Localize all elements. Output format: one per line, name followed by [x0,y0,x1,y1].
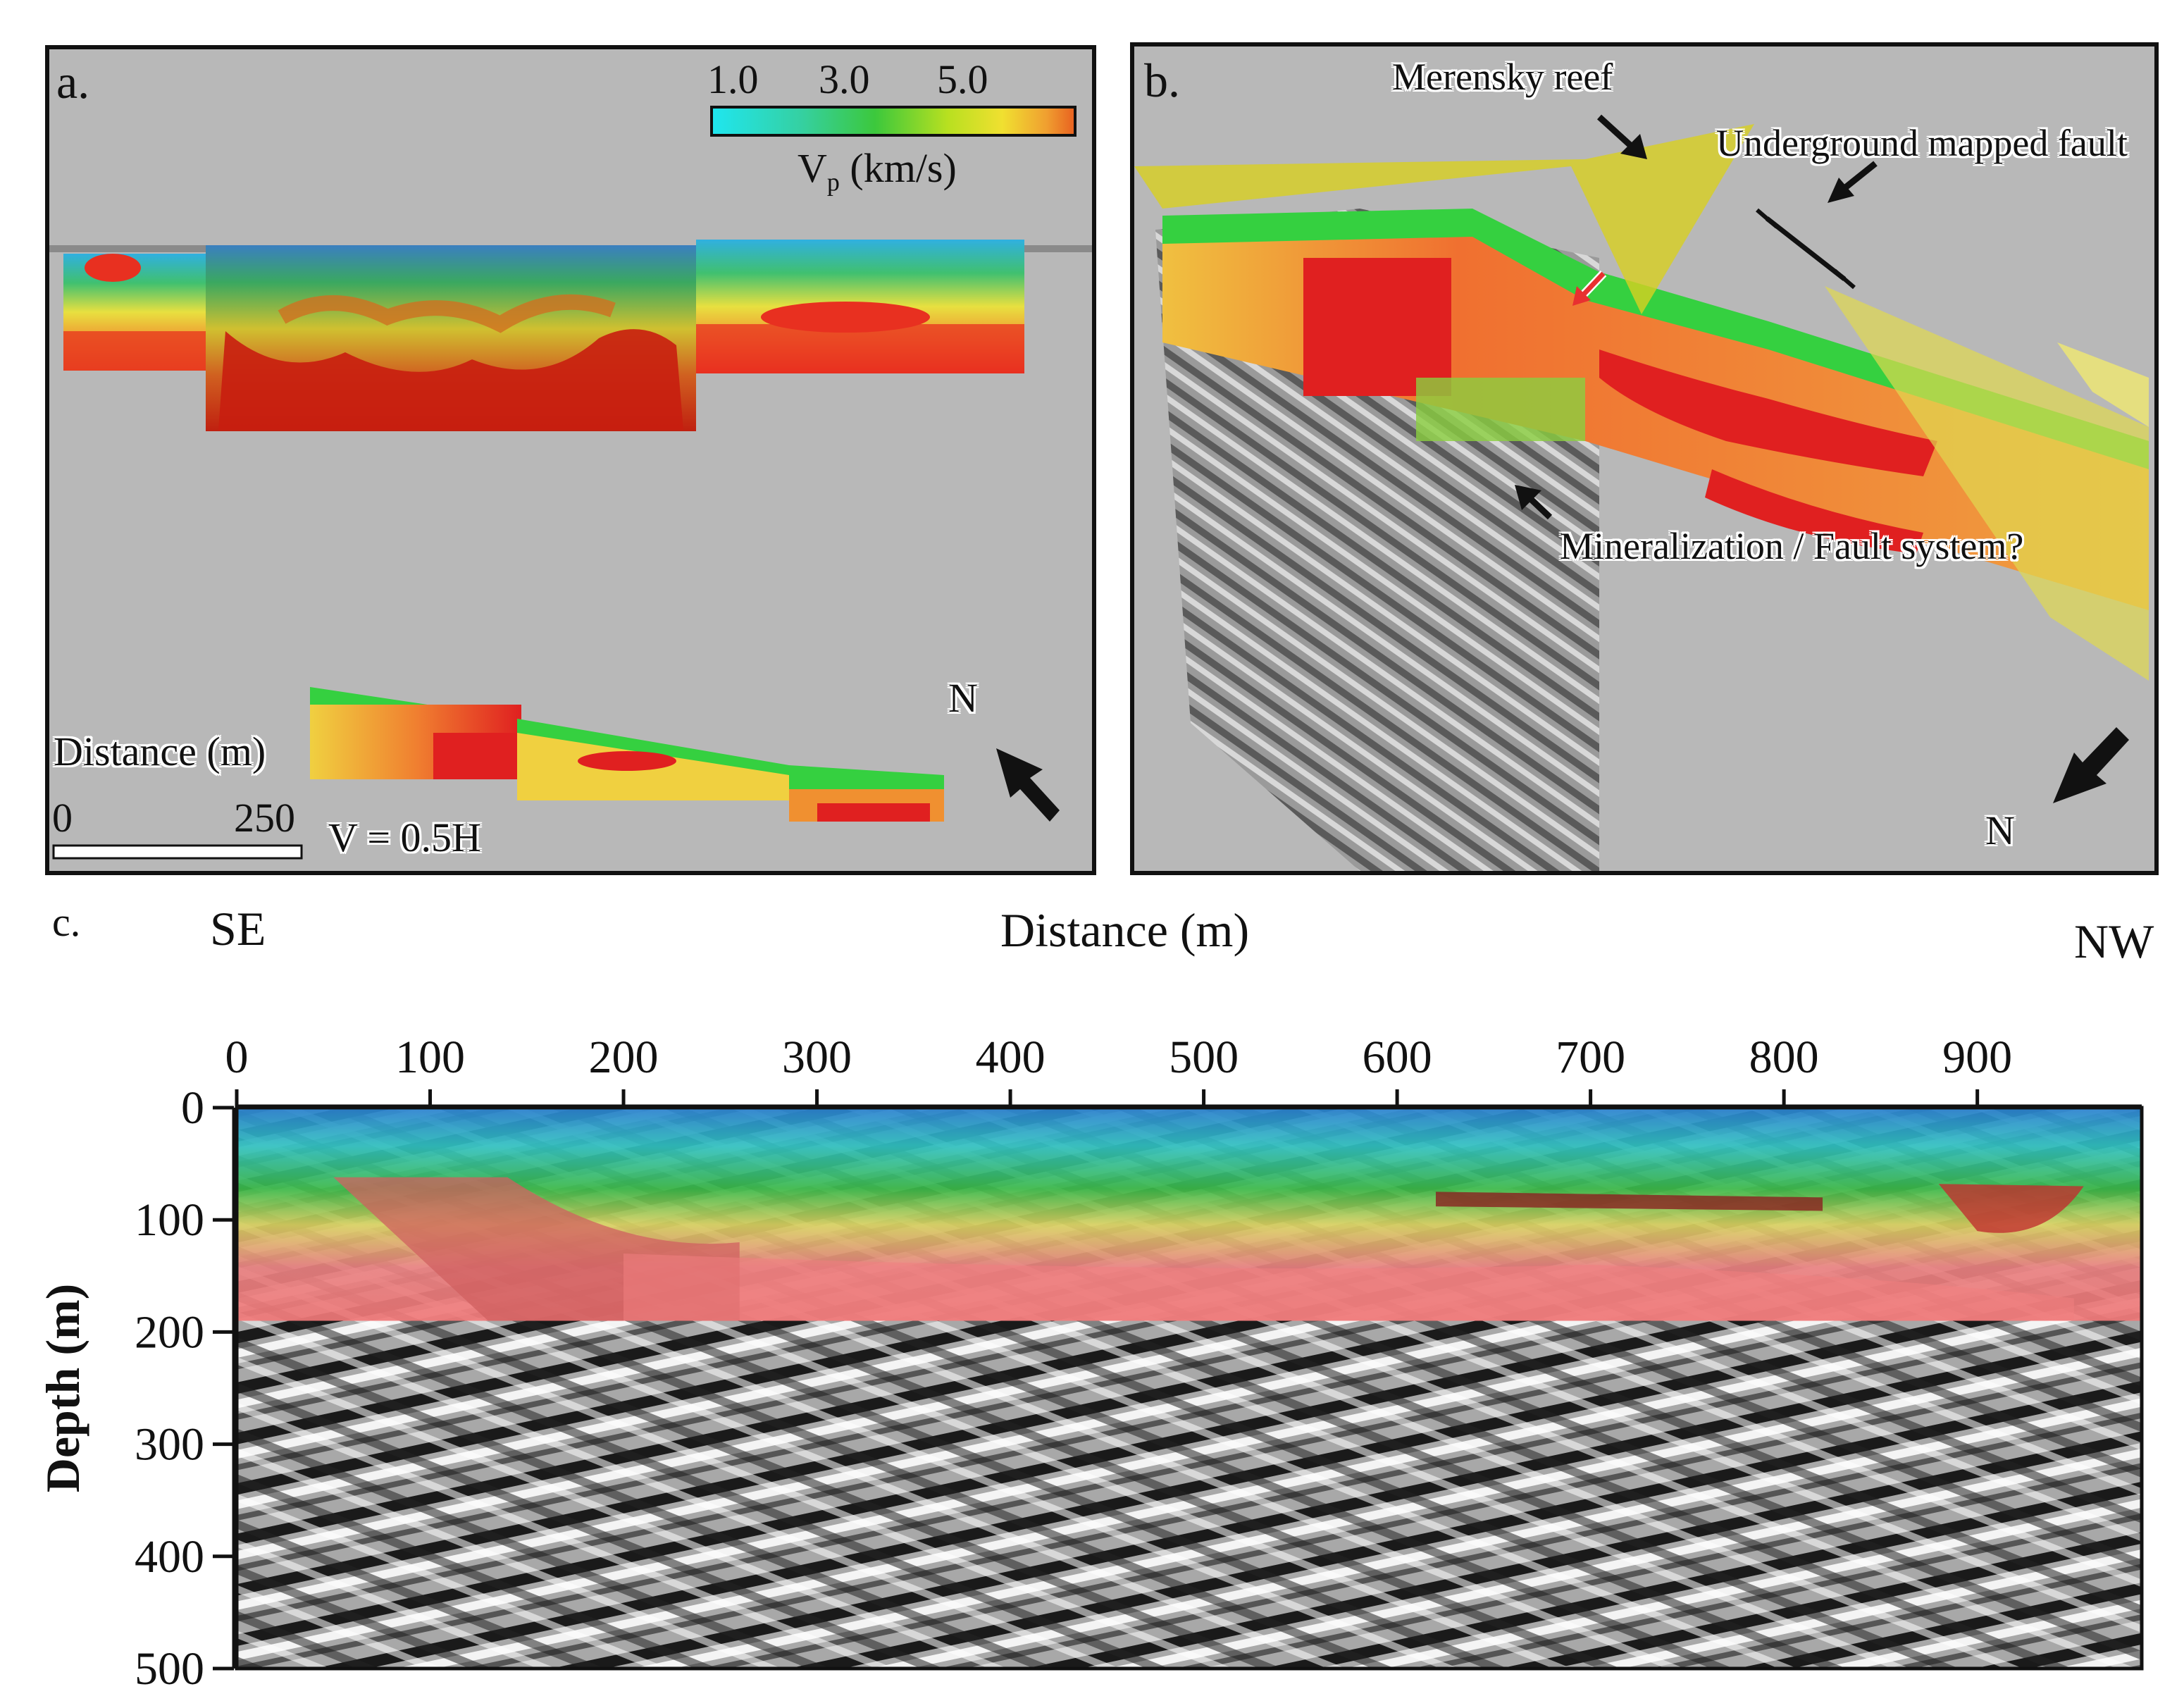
seismic-chart: 0 100 200 300 400 500 600 700 800 900 0 100 200 300 40… [36,1032,2144,1695]
profile-seg-3-red [817,803,930,822]
direction-se: SE [210,902,266,955]
north-arrow-b-icon [2053,727,2129,803]
y-tick-label: 300 [135,1419,204,1471]
panel-b-label: b. [1144,54,1180,107]
mineralized-zone-2 [1705,469,1923,554]
vp-low-zone-right [1938,1184,2084,1233]
scale-tick-250: 250 [234,795,295,841]
fault-label: Underground mapped fault [1716,122,2128,164]
y-tick-label: 200 [135,1306,204,1358]
fault-trace-line [1765,216,1847,281]
vp-thin-layer [1436,1192,1823,1211]
x-tick-label: 700 [1556,1032,1625,1083]
x-tick-label: 0 [225,1032,249,1083]
mineralization-arrowhead-icon [1515,485,1541,510]
y-tick-label: 500 [135,1643,204,1695]
x-tick-label: 500 [1169,1032,1239,1083]
fault-trace-tick-1 [1756,208,1778,229]
panel-b-canvas [1134,114,2149,871]
x-tick-label: 800 [1749,1032,1819,1083]
colorbar-title: Vp (km/s) [798,148,957,195]
colorbar-title-sub: p [826,168,840,197]
merensky-reef-plane [1134,124,1754,314]
vp-high-block [1303,258,1451,396]
fault-arrowhead-icon [1828,178,1854,203]
colorbar-tick-2: 3.0 [819,56,870,102]
north-label-a: N [948,675,978,721]
x-tick-label: 900 [1942,1032,2012,1083]
north-label-b: N [1985,807,2015,853]
x-axis-title: Distance (m) [1000,903,1250,957]
vp-layer [63,331,209,371]
x-tick-label: 400 [976,1032,1046,1083]
profile-seg-1-red [433,733,518,779]
y-tick-label: 0 [181,1082,204,1134]
colorbar-title-unit: (km/s) [850,145,957,191]
x-tick-label: 100 [395,1032,465,1083]
y-tick-label: 400 [135,1531,204,1583]
vertical-exaggeration: V = 0.5H [328,815,481,860]
scale-label: Distance (m) [54,729,266,774]
colorbar [710,106,1077,137]
scale-bar [52,844,303,860]
scale-tick-0: 0 [52,795,73,841]
colorbar-title-v: V [798,145,827,191]
vp-anomaly-right [761,302,930,333]
panel-c: c. SE NW Distance (m) [0,874,2184,1708]
fault-plane [1825,286,2149,681]
colorbar-tick-1: 1.0 [707,56,759,102]
vp-high-zone [218,329,683,430]
direction-nw: NW [2074,915,2154,968]
panel-a-canvas [49,106,1092,860]
x-tick-label: 300 [782,1032,852,1083]
north-arrow-icon [996,748,1060,822]
profile-seg-2-red [578,751,676,771]
vp-layer-right [696,324,1024,373]
vp-anomaly [85,254,141,282]
x-tick-label: 600 [1363,1032,1432,1083]
red-arrowhead-icon [1572,286,1591,306]
panel-b: Merensky reef Underground mapped fault M… [1130,42,2159,875]
vp-lower-block [1416,378,1585,441]
mineralization-label: Mineralization / Fault system? [1560,525,2024,567]
fault-plane-edge [2057,342,2149,427]
vp-base-layer [623,1253,2074,1321]
colorbar-tick-3: 5.0 [937,56,988,102]
merensky-arrowhead-icon [1620,134,1647,159]
y-axis-title: Depth (m) [36,1284,89,1493]
panel-a: a. 1.0 3.0 5.0 Vp (km/s) Distance (m) 0 … [45,45,1096,875]
panel-c-label: c. [52,899,81,945]
y-tick-label: 100 [135,1194,204,1246]
vp-reflector [278,294,616,333]
mineralized-zone-1 [1599,349,1937,476]
x-tick-label: 200 [589,1032,659,1083]
panel-a-label: a. [56,55,90,109]
fault-trace-tick-2 [1833,268,1856,290]
merensky-reef-label: Merensky reef [1392,56,1613,98]
